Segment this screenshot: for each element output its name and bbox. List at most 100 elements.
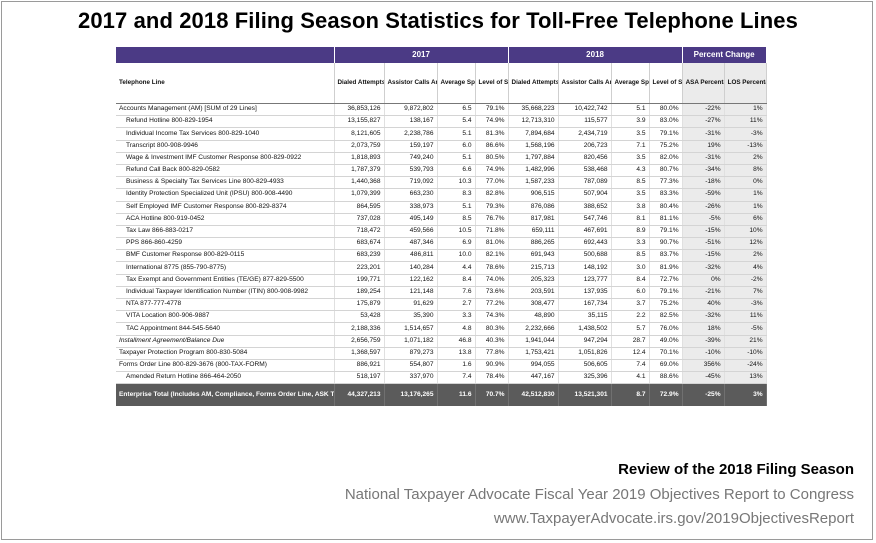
table-cell: 121,148 xyxy=(384,286,438,300)
table-cell: 90.9% xyxy=(475,359,509,373)
table-cell: 72.7% xyxy=(649,274,683,287)
table-cell: 6.0 xyxy=(611,286,650,300)
total-cell: 13,176,265 xyxy=(384,383,438,407)
table-cell: 81.0% xyxy=(475,237,509,251)
table-cell: 538,468 xyxy=(558,164,612,178)
table-cell: 71.8% xyxy=(475,225,509,239)
table-cell: 81.1% xyxy=(649,213,683,226)
table-cell: 7.4 xyxy=(611,359,650,373)
col-asa-pct-change: ASA Percentage Change xyxy=(682,63,725,104)
table-cell: 35,115 xyxy=(558,310,612,324)
table-cell: 8.5 xyxy=(437,213,476,226)
table-cell: 683,239 xyxy=(334,249,385,263)
col-assistor-2018: Assistor Calls Answered xyxy=(558,63,612,104)
table-cell: 13.8 xyxy=(437,347,476,360)
table-cell: 79.1% xyxy=(475,103,509,117)
table-cell: 719,092 xyxy=(384,176,438,190)
table-cell: 73.6% xyxy=(475,286,509,300)
table-cell: 48,890 xyxy=(508,310,559,324)
table-cell: 7.1 xyxy=(611,140,650,153)
table-cell: 69.0% xyxy=(649,359,683,373)
table-cell: 886,265 xyxy=(508,237,559,251)
table-row: Taxpayer Protection Program 800-830-5084… xyxy=(116,347,767,360)
table-cell: 2,656,759 xyxy=(334,334,385,348)
table-cell: 554,807 xyxy=(384,359,438,373)
table-cell: 6.5 xyxy=(437,103,476,117)
table-row: ACA Hotline 800-919-0452 737,028 495,149 8.… xyxy=(116,213,767,226)
table-cell: 77.8% xyxy=(475,347,509,360)
table-cell: 1,941,044 xyxy=(508,334,559,348)
total-cell: 13,521,301 xyxy=(558,383,612,407)
col-asa-2017: Average Speed of Answer (Minutes) xyxy=(437,63,476,104)
table-cell: 10% xyxy=(724,225,767,239)
table-cell: 8% xyxy=(724,164,767,178)
total-cell: 72.9% xyxy=(649,383,683,407)
telephone-line-name: Tax Law 866-883-0217 xyxy=(116,225,335,239)
table-cell: 659,111 xyxy=(508,225,559,239)
table-cell: 947,294 xyxy=(558,334,612,348)
total-cell: 42,512,830 xyxy=(508,383,559,407)
table-cell: 1,797,884 xyxy=(508,152,559,165)
table-cell: 86.6% xyxy=(475,140,509,153)
telephone-line-name: Business & Specialty Tax Services Line 8… xyxy=(116,176,335,190)
telephone-line-name: Taxpayer Protection Program 800-830-5084 xyxy=(116,347,335,360)
table-cell: 5.1 xyxy=(437,127,476,141)
table-cell: 148,192 xyxy=(558,261,612,275)
telephone-line-name: Forms Order Line 800-829-3676 (800-TAX-F… xyxy=(116,359,335,373)
telephone-line-name: Identity Protection Specialized Unit (IP… xyxy=(116,188,335,202)
table-cell: 1,482,996 xyxy=(508,164,559,178)
table-cell: 459,566 xyxy=(384,225,438,239)
table-cell: 2,073,759 xyxy=(334,140,385,153)
table-cell: 223,201 xyxy=(334,261,385,275)
table-cell: 8,121,605 xyxy=(334,127,385,141)
table-cell: 74.9% xyxy=(475,164,509,178)
table-cell: 78.4% xyxy=(475,371,509,385)
total-label: Enterprise Total (Includes AM, Complianc… xyxy=(116,383,335,407)
table-row: Business & Specialty Tax Services Line 8… xyxy=(116,176,767,190)
table-cell: 21% xyxy=(724,334,767,348)
telephone-line-name: VITA Location 800-906-9887 xyxy=(116,310,335,324)
table-cell: 0% xyxy=(682,274,725,287)
table-cell: 1,818,893 xyxy=(334,152,385,165)
table-cell: 79.3% xyxy=(475,201,509,214)
table-cell: -34% xyxy=(682,164,725,178)
table-cell: 36,853,126 xyxy=(334,103,385,117)
table-cell: 0% xyxy=(724,176,767,190)
table-cell: 91,629 xyxy=(384,298,438,312)
table-cell: 1,079,399 xyxy=(334,188,385,202)
table-cell: 7.4 xyxy=(437,371,476,385)
total-cell: 44,327,213 xyxy=(334,383,385,407)
table-cell: 80.3% xyxy=(475,322,509,336)
table-cell: 12.4 xyxy=(611,347,650,360)
table-cell: 77.2% xyxy=(475,298,509,312)
table-cell: 138,167 xyxy=(384,115,438,129)
table-cell: 189,254 xyxy=(334,286,385,300)
table-cell: 10.3 xyxy=(437,176,476,190)
table-cell: 140,284 xyxy=(384,261,438,275)
table-row: Forms Order Line 800-829-3676 (800-TAX-F… xyxy=(116,359,767,373)
group-header-row: 2017 2018 Percent Change xyxy=(116,47,767,63)
table-cell: 88.6% xyxy=(649,371,683,385)
table-cell: 40% xyxy=(682,298,725,312)
telephone-line-name: Individual Taxpayer Identification Numbe… xyxy=(116,286,335,300)
table-cell: 203,591 xyxy=(508,286,559,300)
table-cell: 115,577 xyxy=(558,115,612,129)
total-cell: -25% xyxy=(682,383,725,407)
table-cell: 876,086 xyxy=(508,201,559,214)
table-cell: 1.6 xyxy=(437,359,476,373)
table-cell: 90.7% xyxy=(649,237,683,251)
table-cell: 75.2% xyxy=(649,140,683,153)
table-row: NTA 877-777-4778 175,879 91,629 2.7 77.2% 308… xyxy=(116,298,767,312)
table-cell: 994,055 xyxy=(508,359,559,373)
table-cell: 12% xyxy=(724,237,767,251)
telephone-line-name: TAC Appointment 844-545-5640 xyxy=(116,322,335,336)
report-section-title: Review of the 2018 Filing Season xyxy=(618,461,854,478)
table-cell: 486,811 xyxy=(384,249,438,263)
table-row: VITA Location 800-906-9887 53,428 35,390 3.… xyxy=(116,310,767,324)
table-cell: 3.5 xyxy=(611,127,650,141)
table-cell: 205,323 xyxy=(508,274,559,287)
table-cell: 4.4 xyxy=(437,261,476,275)
col-assistor-2017: Assistor Calls Answered xyxy=(384,63,438,104)
table-cell: 18% xyxy=(682,322,725,336)
telephone-line-name: NTA 877-777-4778 xyxy=(116,298,335,312)
